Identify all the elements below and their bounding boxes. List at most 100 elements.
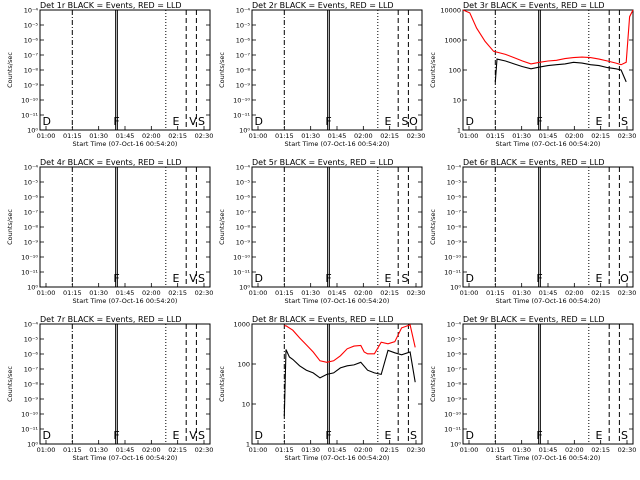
y-tick-label: 10⁻¹¹ [233,269,250,277]
y-tick-label: 10⁻⁷ [236,52,251,60]
event-marker-label: F [325,272,331,285]
x-tick-label: 02:00 [142,289,161,297]
x-tick-label: 01:15 [275,446,294,454]
y-tick-label: 10⁻⁷ [447,366,462,374]
x-tick-label: 01:00 [460,446,479,454]
y-axis-label: Counts/sec [6,209,14,245]
x-tick-label: 01:15 [275,132,294,140]
y-tick-label: 10⁻⁴ [24,321,39,329]
x-tick-label: 01:00 [249,132,268,140]
y-tick-label: 10⁻⁸ [24,224,39,232]
x-tick-label: 01:15 [63,289,82,297]
y-axis-label: Counts/sec [429,209,437,245]
y-tick-label: 10⁻⁹ [447,239,462,247]
y-tick-label: 10⁻⁹ [24,239,39,247]
x-tick-label: 01:30 [301,446,320,454]
x-tick-label: 01:15 [275,289,294,297]
y-tick-label: 10⁻¹⁰ [444,411,461,419]
x-tick-label: 01:15 [486,132,505,140]
y-tick-label: 10⁻¹¹ [21,112,38,120]
panel-title: Det 8r BLACK = Events, RED = LLD [252,315,394,324]
event-marker-label: F [536,429,542,442]
x-tick-label: 02:00 [354,132,373,140]
x-tick-label: 01:30 [89,289,108,297]
x-tick-label: 01:00 [37,289,56,297]
event-marker-label: V [189,429,197,442]
y-tick-label: 10⁻⁴ [236,7,251,15]
event-marker-label: E [385,115,392,128]
x-tick-label: 01:45 [328,132,347,140]
plot-frame [39,9,211,131]
y-tick-label: 10⁻¹⁰ [444,254,461,262]
x-tick-label: 02:15 [380,132,399,140]
y-tick-label: 10⁻⁷ [24,209,39,217]
plot-frame [39,323,211,445]
event-marker-label: S [402,272,409,285]
lld-series-line [284,324,416,363]
panel-title: Det 7r BLACK = Events, RED = LLD [40,315,182,324]
y-tick-label: 10⁻⁹ [24,82,39,90]
y-tick-label: 10⁻¹¹ [21,426,38,434]
plot-frame [462,323,634,445]
event-marker-label: E [596,429,603,442]
panel-title: Det 1r BLACK = Events, RED = LLD [40,1,182,10]
plot-frame [462,9,634,131]
event-marker-label: F [325,429,331,442]
x-tick-label: 01:15 [63,446,82,454]
y-axis-label: Counts/sec [6,52,14,88]
x-axis-label: Start Time (07-Oct-16 00:54:20) [496,454,601,462]
x-axis-label: Start Time (07-Oct-16 00:54:20) [73,140,178,148]
y-tick-label: 10⁻¹¹ [444,269,461,277]
plot-frame [251,166,423,288]
event-marker-label: V [189,272,197,285]
event-marker-label: S [621,429,628,442]
y-tick-label: 1000 [444,37,461,45]
events-series-line [494,58,627,83]
y-tick-label: 10⁻⁵ [24,336,39,344]
y-tick-label: 10⁻⁴ [447,164,462,172]
x-tick-label: 02:15 [380,289,399,297]
y-tick-label: 10⁻⁷ [24,366,39,374]
event-marker-label: O [620,272,629,285]
x-tick-label: 01:30 [301,289,320,297]
y-tick-label: 10⁻⁶ [236,194,251,202]
y-tick-label: 10⁻⁷ [447,209,462,217]
y-tick-label: 10⁰ [239,127,250,135]
event-marker-label: E [173,429,180,442]
panel-title: Det 3r BLACK = Events, RED = LLD [463,1,605,10]
y-axis-label: Counts/sec [218,366,226,402]
y-tick-label: 1 [457,127,461,135]
y-axis-label: Counts/sec [6,366,14,402]
y-axis-label: Counts/sec [218,52,226,88]
y-tick-label: 1 [246,441,250,449]
event-marker-label: D [43,115,51,128]
event-marker-label: F [536,272,542,285]
event-marker-label: S [198,272,205,285]
event-marker-label: E [596,115,603,128]
event-marker-label: D [255,115,263,128]
y-tick-label: 10⁻⁶ [24,37,39,45]
x-tick-label: 01:00 [249,289,268,297]
y-tick-label: 10⁰ [239,284,250,292]
x-tick-label: 01:00 [37,132,56,140]
x-axis-label: Start Time (07-Oct-16 00:54:20) [285,140,390,148]
y-tick-label: 10⁻⁶ [236,37,251,45]
y-tick-label: 10⁻⁷ [24,52,39,60]
y-tick-label: 10⁰ [450,284,461,292]
event-marker-label: E [173,272,180,285]
event-marker-label: O [409,115,418,128]
lld-series-line [462,9,634,66]
y-tick-label: 10⁰ [27,441,38,449]
y-tick-label: 10⁻⁵ [447,336,462,344]
x-axis-label: Start Time (07-Oct-16 00:54:20) [73,454,178,462]
x-tick-label: 02:00 [565,446,584,454]
x-tick-label: 01:30 [512,446,531,454]
y-tick-label: 10⁻¹⁰ [21,411,38,419]
x-tick-label: 01:00 [37,446,56,454]
x-tick-label: 01:45 [539,289,558,297]
event-marker-label: S [621,115,628,128]
plot-frame [462,166,634,288]
x-tick-label: 01:30 [512,289,531,297]
x-axis-label: Start Time (07-Oct-16 00:54:20) [496,140,601,148]
